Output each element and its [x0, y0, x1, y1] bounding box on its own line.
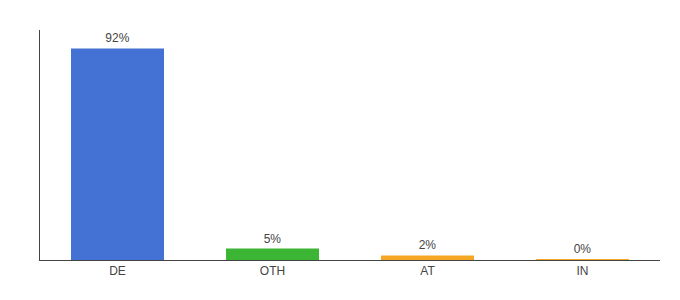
svg-text:0%: 0%: [574, 242, 592, 256]
svg-text:AT: AT: [420, 264, 435, 278]
svg-text:5%: 5%: [264, 232, 282, 246]
svg-text:92%: 92%: [105, 31, 129, 45]
svg-text:2%: 2%: [419, 238, 437, 252]
svg-text:IN: IN: [577, 264, 589, 278]
svg-text:DE: DE: [109, 264, 126, 278]
svg-text:OTH: OTH: [260, 264, 285, 278]
